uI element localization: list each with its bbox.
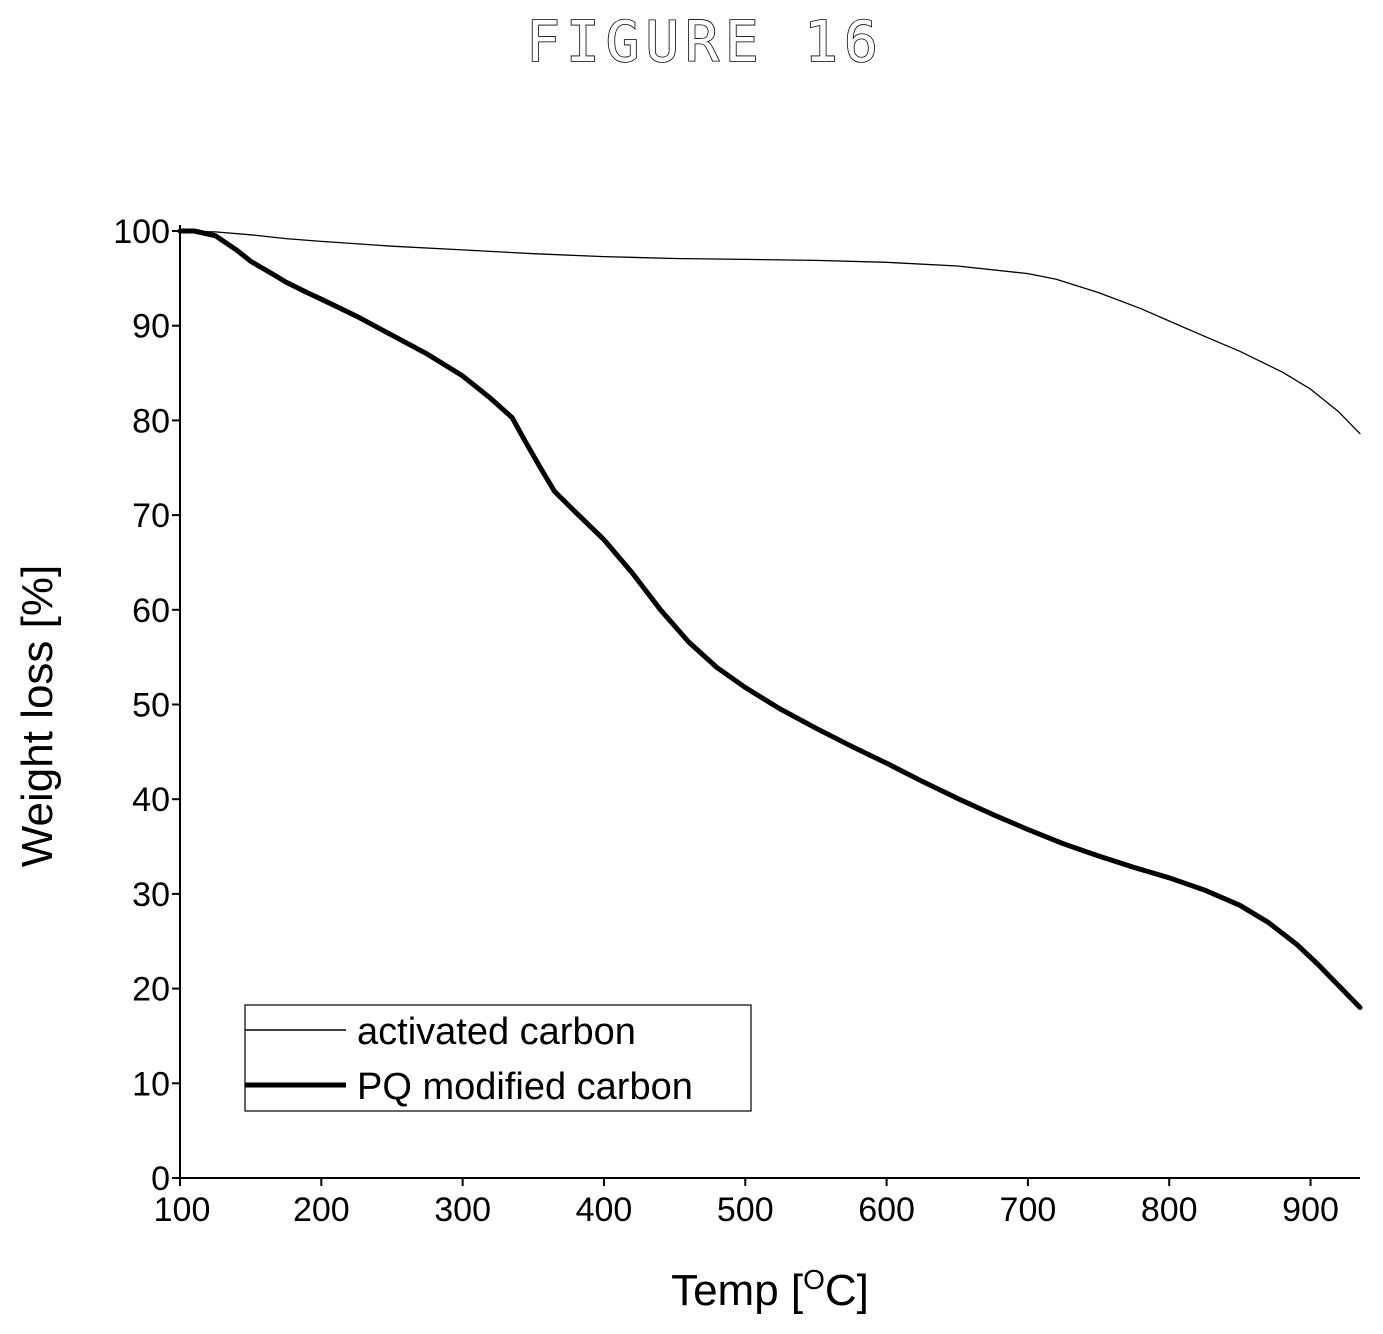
x-tick-label: 400 bbox=[576, 1191, 633, 1229]
legend-label-activated-carbon: activated carbon bbox=[357, 1011, 636, 1053]
legend-box bbox=[244, 1004, 752, 1112]
y-tick-label: 100 bbox=[113, 213, 170, 251]
legend-label-pq-modified-carbon: PQ modified carbon bbox=[357, 1066, 693, 1108]
y-tick-label: 10 bbox=[132, 1065, 170, 1103]
series-line-pq-modified-carbon bbox=[177, 228, 1363, 1010]
x-ticks: 100 200 300 400 500 600 700 800 900 bbox=[154, 1178, 1339, 1229]
y-tick-label: 50 bbox=[132, 687, 170, 725]
y-tick-label: 80 bbox=[132, 402, 170, 440]
axes bbox=[179, 225, 1360, 1179]
y-tick-label: 0 bbox=[151, 1160, 170, 1198]
x-tick-label: 900 bbox=[1282, 1191, 1339, 1229]
series-line-activated-carbon bbox=[179, 230, 1361, 435]
x-axis-label-sup: O bbox=[803, 1264, 825, 1295]
x-axis-label: Temp [OC] bbox=[671, 1264, 869, 1315]
x-axis-label-main: Temp [ bbox=[671, 1266, 803, 1315]
x-tick-label: 200 bbox=[293, 1191, 350, 1229]
y-tick-label: 60 bbox=[132, 592, 170, 630]
figure-title: FIGURE 16 bbox=[525, 9, 884, 76]
x-tick-label: 600 bbox=[858, 1191, 915, 1229]
x-tick-label: 100 bbox=[154, 1191, 211, 1229]
legend: activated carbon PQ modified carbon bbox=[244, 1004, 752, 1112]
x-tick-label: 500 bbox=[717, 1191, 774, 1229]
x-tick-label: 800 bbox=[1141, 1191, 1198, 1229]
x-axis-label-end: C] bbox=[825, 1266, 869, 1315]
y-tick-label: 90 bbox=[132, 308, 170, 346]
y-tick-label: 70 bbox=[132, 497, 170, 535]
y-axis-label: Weight loss [%] bbox=[13, 565, 62, 867]
y-tick-label: 20 bbox=[132, 971, 170, 1009]
y-tick-label: 30 bbox=[132, 876, 170, 914]
y-ticks: 0 10 20 30 40 50 60 70 80 90 100 bbox=[113, 213, 180, 1198]
series-layer bbox=[177, 228, 1363, 1010]
y-tick-label: 40 bbox=[132, 781, 170, 819]
x-tick-label: 300 bbox=[434, 1191, 491, 1229]
x-tick-label: 700 bbox=[1000, 1191, 1057, 1229]
